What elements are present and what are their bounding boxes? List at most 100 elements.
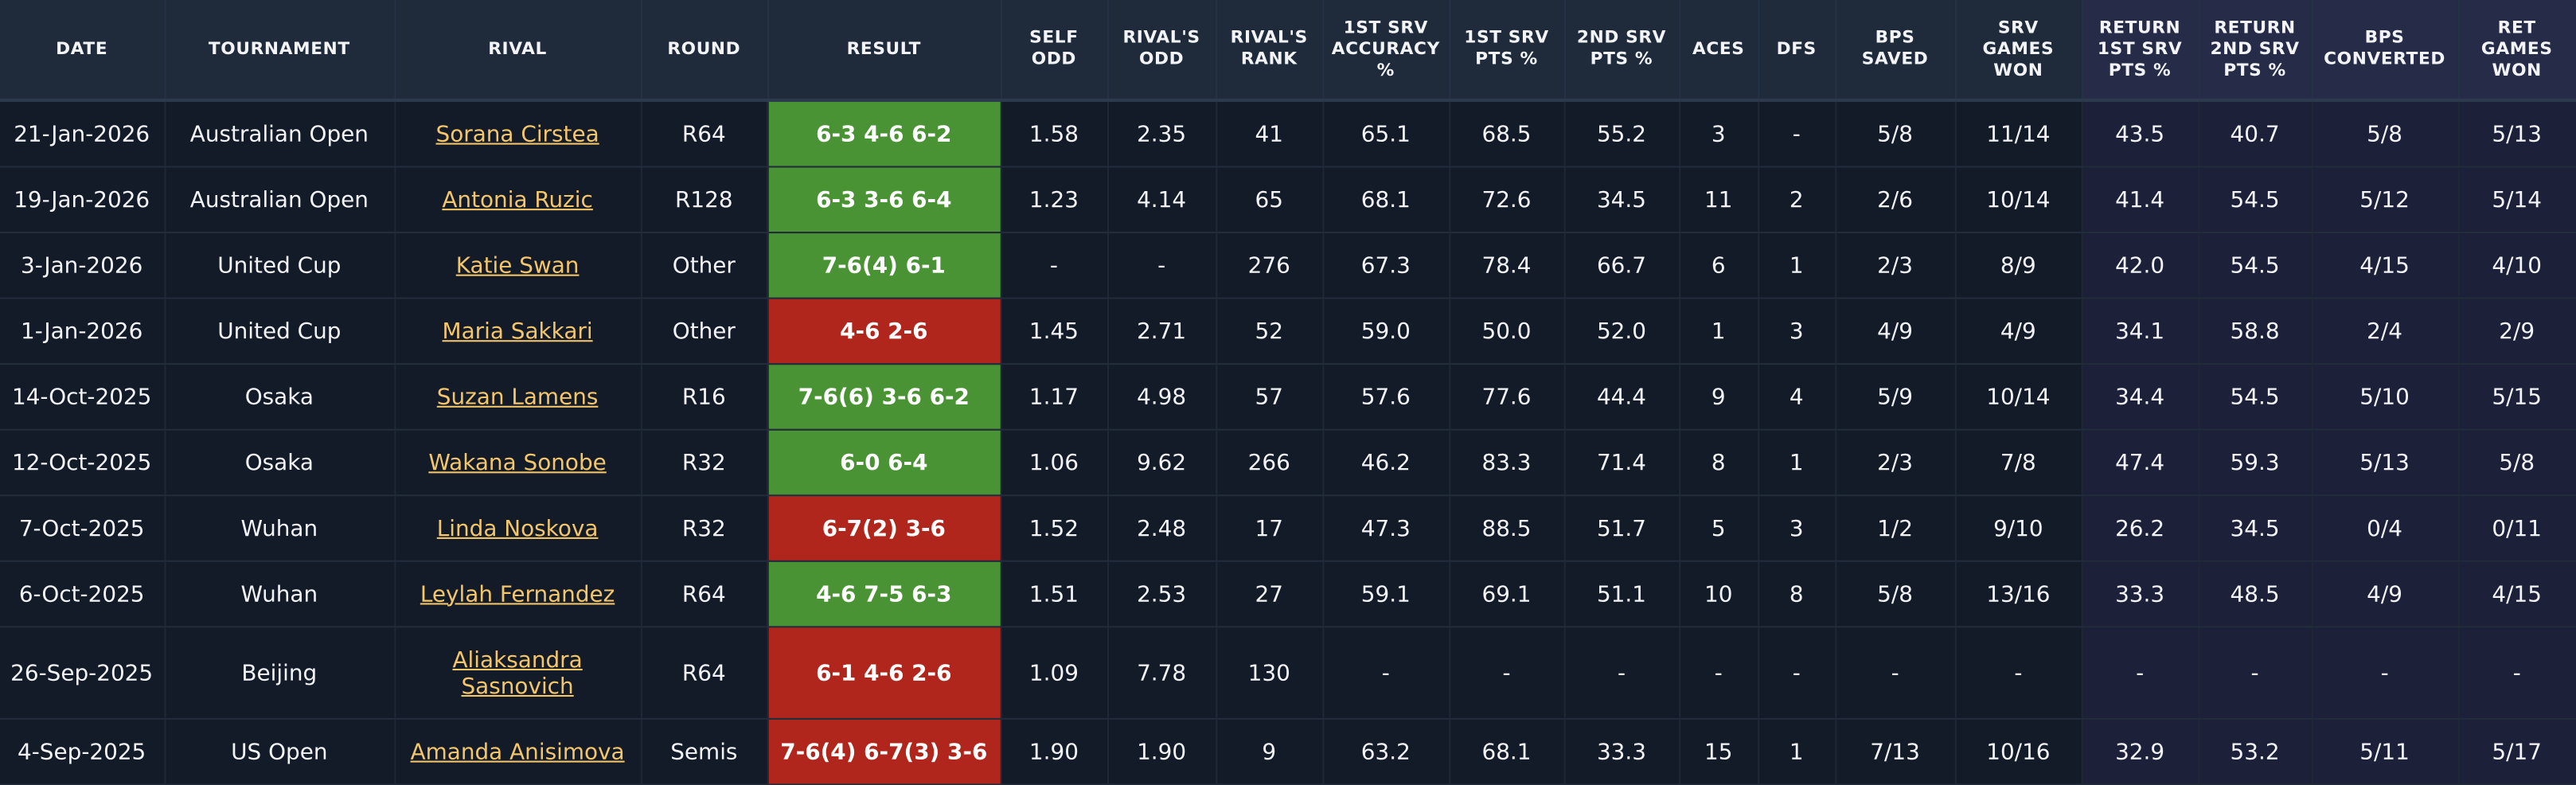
stat-cell: 5/12 <box>2311 166 2459 234</box>
column-header[interactable]: RETURN 2ND SRV PTS % <box>2198 0 2313 102</box>
rival[interactable]: Leylah Fernandez <box>394 560 642 628</box>
column-header[interactable]: 2ND SRV PTS % <box>1563 0 1680 102</box>
match-row: 6-Oct-2025 Wuhan Leylah Fernandez R64 4-6 7-… <box>0 560 2576 628</box>
stat-cell: 3 <box>1758 495 1836 562</box>
stat-cell: 9.62 <box>1107 429 1217 497</box>
rival[interactable]: Wakana Sonobe <box>394 429 642 497</box>
stat-cell: 11 <box>1679 166 1759 234</box>
stat-cell: 67.3 <box>1322 232 1450 299</box>
stat-cell: 53.2 <box>2198 718 2313 785</box>
stat-cell: 130 <box>1216 627 1324 720</box>
match-row: 19-Jan-2026 Australian Open Antonia Ruzic R… <box>0 166 2576 234</box>
rival[interactable]: Amanda Anisimova <box>394 718 642 785</box>
tournament: Beijing <box>164 627 396 720</box>
stat-cell: 4.14 <box>1107 166 1217 234</box>
tournament: Wuhan <box>164 495 396 562</box>
stat-cell: 66.7 <box>1563 232 1680 299</box>
stat-cell: 8/9 <box>1954 232 2082 299</box>
stat-cell: 47.4 <box>2081 429 2199 497</box>
column-header[interactable]: DFS <box>1758 0 1836 102</box>
stat-cell: 69.1 <box>1449 560 1565 628</box>
round: R128 <box>640 166 768 234</box>
stat-cell: 7.78 <box>1107 627 1217 720</box>
stat-cell: 4.98 <box>1107 364 1217 431</box>
round: R64 <box>640 627 768 720</box>
result: 7-6(4) 6-7(3) 3-6 <box>767 718 1001 785</box>
match-row: 3-Jan-2026 United Cup Katie Swan Other 7-6(4… <box>0 232 2576 299</box>
rival[interactable]: Aliaksandra Sasnovich <box>394 627 642 720</box>
match-row: 26-Sep-2025 Beijing Aliaksandra Sasnovich R… <box>0 627 2576 720</box>
stat-cell: 2/9 <box>2457 298 2576 365</box>
stat-cell: - <box>1679 627 1759 720</box>
stat-cell: 7/8 <box>1954 429 2082 497</box>
column-header[interactable]: RET GAMES WON <box>2457 0 2576 102</box>
column-header[interactable]: RETURN 1ST SRV PTS % <box>2081 0 2199 102</box>
stat-cell: 1.23 <box>1000 166 1109 234</box>
date: 26-Sep-2025 <box>0 627 166 720</box>
tournament: Australian Open <box>164 166 396 234</box>
stat-cell: 1.51 <box>1000 560 1109 628</box>
stat-cell: 68.5 <box>1449 100 1565 168</box>
round: Semis <box>640 718 768 785</box>
column-header[interactable]: BPS SAVED <box>1835 0 1956 102</box>
stat-cell: 2/4 <box>2311 298 2459 365</box>
column-header[interactable]: SRV GAMES WON <box>1954 0 2082 102</box>
stat-cell: 88.5 <box>1449 495 1565 562</box>
stat-cell: 5/10 <box>2311 364 2459 431</box>
stat-cell: 6 <box>1679 232 1759 299</box>
stat-cell: 1/2 <box>1835 495 1956 562</box>
rival[interactable]: Linda Noskova <box>394 495 642 562</box>
stat-cell: 5/15 <box>2457 364 2576 431</box>
stat-cell: 5/8 <box>2311 100 2459 168</box>
column-header[interactable]: 1ST SRV ACCURACY % <box>1322 0 1450 102</box>
column-header[interactable]: TOURNAMENT <box>164 0 396 102</box>
rival[interactable]: Maria Sakkari <box>394 298 642 365</box>
stat-cell: 55.2 <box>1563 100 1680 168</box>
column-header[interactable]: 1ST SRV PTS % <box>1449 0 1565 102</box>
result: 6-1 4-6 2-6 <box>767 627 1001 720</box>
stat-cell: 78.4 <box>1449 232 1565 299</box>
column-header[interactable]: RIVAL <box>394 0 642 102</box>
column-header[interactable]: BPS CONVERTED <box>2311 0 2459 102</box>
date: 14-Oct-2025 <box>0 364 166 431</box>
stat-cell: 9/10 <box>1954 495 2082 562</box>
column-header[interactable]: SELF ODD <box>1000 0 1109 102</box>
stat-cell: 9 <box>1679 364 1759 431</box>
stat-cell: 1.90 <box>1107 718 1217 785</box>
stat-cell: - <box>2198 627 2313 720</box>
stat-cell: 59.0 <box>1322 298 1450 365</box>
stat-cell: 10/14 <box>1954 166 2082 234</box>
date: 6-Oct-2025 <box>0 560 166 628</box>
column-header[interactable]: RIVAL'S RANK <box>1216 0 1324 102</box>
stat-cell: 83.3 <box>1449 429 1565 497</box>
stat-cell: 65 <box>1216 166 1324 234</box>
stat-cell: 51.7 <box>1563 495 1680 562</box>
column-header[interactable]: RIVAL'S ODD <box>1107 0 1217 102</box>
stat-cell: 42.0 <box>2081 232 2199 299</box>
stat-cell: 57 <box>1216 364 1324 431</box>
round: R64 <box>640 560 768 628</box>
stat-cell: 63.2 <box>1322 718 1450 785</box>
stat-cell: 5/8 <box>1835 100 1956 168</box>
stat-cell: - <box>1000 232 1109 299</box>
tournament: United Cup <box>164 232 396 299</box>
rival[interactable]: Antonia Ruzic <box>394 166 642 234</box>
rival[interactable]: Katie Swan <box>394 232 642 299</box>
stat-cell: 43.5 <box>2081 100 2199 168</box>
column-header[interactable]: RESULT <box>767 0 1001 102</box>
column-header[interactable]: DATE <box>0 0 166 102</box>
stat-cell: - <box>2081 627 2199 720</box>
stat-cell: 4/9 <box>1954 298 2082 365</box>
stat-cell: 1.17 <box>1000 364 1109 431</box>
rival[interactable]: Sorana Cirstea <box>394 100 642 168</box>
rival[interactable]: Suzan Lamens <box>394 364 642 431</box>
column-header[interactable]: ACES <box>1679 0 1759 102</box>
stat-cell: 8 <box>1679 429 1759 497</box>
stat-cell: 2/3 <box>1835 429 1956 497</box>
stat-cell: 48.5 <box>2198 560 2313 628</box>
stat-cell: - <box>1322 627 1450 720</box>
column-header[interactable]: ROUND <box>640 0 768 102</box>
tournament: United Cup <box>164 298 396 365</box>
